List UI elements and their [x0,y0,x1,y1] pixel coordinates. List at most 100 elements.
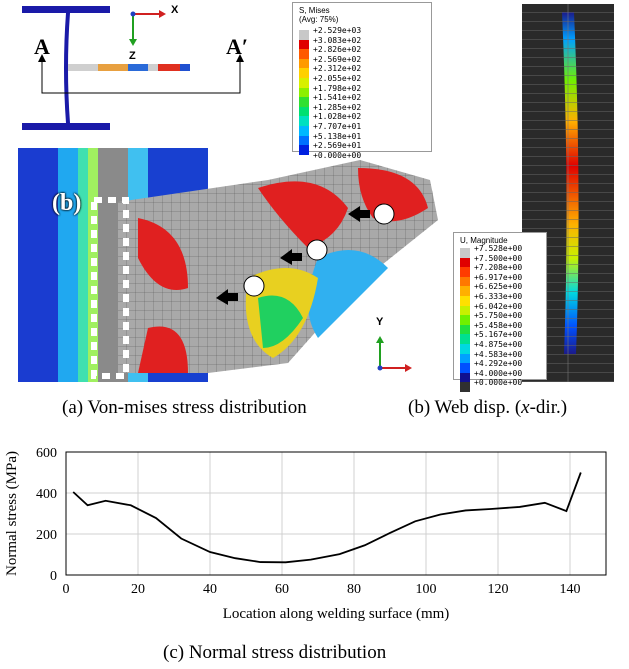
mises-legend-row: +1.285e+02 [293,103,431,117]
section-label-a: A [34,34,50,59]
displacement-legend-label: +7.500e+00 [474,253,523,263]
section-label-a-prime: A′ [226,34,249,59]
chart-title: (c) Normal stress distribution [163,642,387,663]
web [64,13,70,123]
mises-legend-label: +0.000e+00 [313,150,362,160]
displacement-legend-row: +0.000e+00 [454,378,546,392]
displacement-legend-title: U, Magnitude [460,236,508,245]
mises-legend-row: +2.569e+01 [293,141,431,155]
displacement-legend-row: +4.583e+00 [454,350,546,364]
bottom-flange [22,123,110,130]
displacement-legend: U, Magnitude +7.528e+00 +7.500e+00 +7.208e… [453,232,547,392]
mises-legend-label: +2.569e+02 [313,54,362,64]
mises-legend-row: +2.312e+02 [293,64,431,78]
mises-legend-swatch [299,68,309,78]
displacement-legend-row: +4.000e+00 [454,369,546,383]
y-tick-label: 200 [36,528,57,543]
displacement-legend-row: +5.167e+00 [454,330,546,344]
load-arrow-2 [280,249,302,265]
displacement-legend-label: +0.000e+00 [474,378,523,388]
von-mises-contour-plot [18,148,438,382]
x-tick-label: 80 [347,582,361,597]
displacement-legend-swatch [460,353,470,364]
caption-b: (b) Web disp. (x-dir.) [408,397,567,419]
mises-legend-row: +0.000e+00 [293,151,431,165]
y-axis-label: Normal stress (MPa) [4,451,20,576]
caption-b-prefix: (b) Web disp. ( [408,397,522,418]
mises-legend-label: +5.138e+01 [313,131,362,141]
displacement-legend-label: +7.528e+00 [474,244,523,253]
x-tick-label: 60 [275,582,289,597]
displacement-legend-row: +5.750e+00 [454,311,546,325]
mises-legend-label: +2.529e+03 [313,26,362,35]
mises-legend-label: +2.569e+01 [313,141,362,151]
displacement-legend-swatch [460,334,470,344]
mises-legend-row: +7.707e+01 [293,122,431,136]
displacement-legend-swatch [460,363,470,373]
x-tick-label: 40 [203,582,217,597]
mises-legend-row: +5.138e+01 [293,132,431,146]
mises-legend-subtitle: (Avg: 75%) [299,15,339,24]
detail-label-b: (b) [52,190,82,216]
plot-frame [65,451,607,576]
displacement-legend-swatch [460,248,470,258]
mises-legend-label: +1.798e+02 [313,83,362,93]
displacement-legend-label: +4.000e+00 [474,368,523,378]
mises-legend-label: +1.028e+02 [313,112,362,122]
displacement-legend-swatch [460,267,470,277]
mises-legend-label: +2.312e+02 [313,64,362,74]
caption-a: (a) Von-mises stress distribution [62,397,307,418]
displacement-legend-row: +7.208e+00 [454,263,546,277]
caption-b-var: x [521,397,530,418]
axis-label-y: Y [376,316,384,328]
mises-legend-row: +2.569e+02 [293,55,431,69]
displacement-legend-swatch [460,295,470,306]
mises-legend-swatch [299,145,309,155]
detail-box-b [91,197,129,379]
bolt-hole-2 [306,239,328,261]
mises-legend-label: +2.826e+02 [313,45,362,55]
displacement-legend-swatch [460,305,470,316]
mises-legend-swatch [299,77,309,88]
mises-legend-row: +1.541e+02 [293,93,431,107]
mises-legend-swatch [299,97,309,107]
mises-legend-label: +1.541e+02 [313,93,362,103]
displacement-legend-label: +5.167e+00 [474,330,523,340]
displacement-legend-row: +6.625e+00 [454,282,546,296]
axis-label-x: X [171,4,179,16]
mises-legend-row: +3.083e+02 [293,36,431,50]
mises-legend-row: +2.826e+02 [293,45,431,59]
mises-legend-swatch [299,87,309,98]
displacement-legend-row: +5.458e+00 [454,321,546,335]
x-tick-label: 0 [63,582,70,597]
mises-legend-row: +2.055e+02 [293,74,431,88]
displacement-legend-label: +6.625e+00 [474,282,523,292]
normal-stress-chart: 0 200 400 600 0 20 40 60 80 100 120 140 Location alo… [4,446,607,622]
displacement-legend-row: +4.292e+00 [454,359,546,373]
section-line [41,62,241,94]
displacement-legend-label: +6.333e+00 [474,291,523,301]
displacement-legend-label: +4.875e+00 [474,339,523,349]
displacement-legend-swatch [460,257,470,268]
displacement-legend-row: +4.875e+00 [454,340,546,354]
y-tick-label: 600 [36,446,57,461]
displacement-legend-label: +6.042e+00 [474,301,523,311]
displacement-legend-label: +7.208e+00 [474,263,523,273]
displacement-legend-swatch [460,382,470,392]
mises-legend-row: +2.529e+03 [293,26,431,40]
displacement-legend-row: +7.528e+00 [454,244,546,258]
displacement-legend-label: +4.583e+00 [474,349,523,359]
mises-legend-swatch [299,39,309,50]
mises-legend-label: +2.055e+02 [313,73,362,83]
axis-label-z: Z [129,50,136,62]
x-tick-label: 20 [131,582,145,597]
displacement-legend-swatch [460,286,470,296]
top-flange [22,6,110,13]
mises-legend: S, Mises (Avg: 75%) +2.529e+03 +3.083e+02… [292,2,432,160]
displacement-legend-row: +7.500e+00 [454,254,546,268]
mises-legend-label: +7.707e+01 [313,121,362,131]
mises-legend-swatch [299,58,309,69]
mises-legend-label: +3.083e+02 [313,35,362,45]
mises-legend-row: +1.798e+02 [293,84,431,98]
x-tick-label: 120 [488,582,509,597]
